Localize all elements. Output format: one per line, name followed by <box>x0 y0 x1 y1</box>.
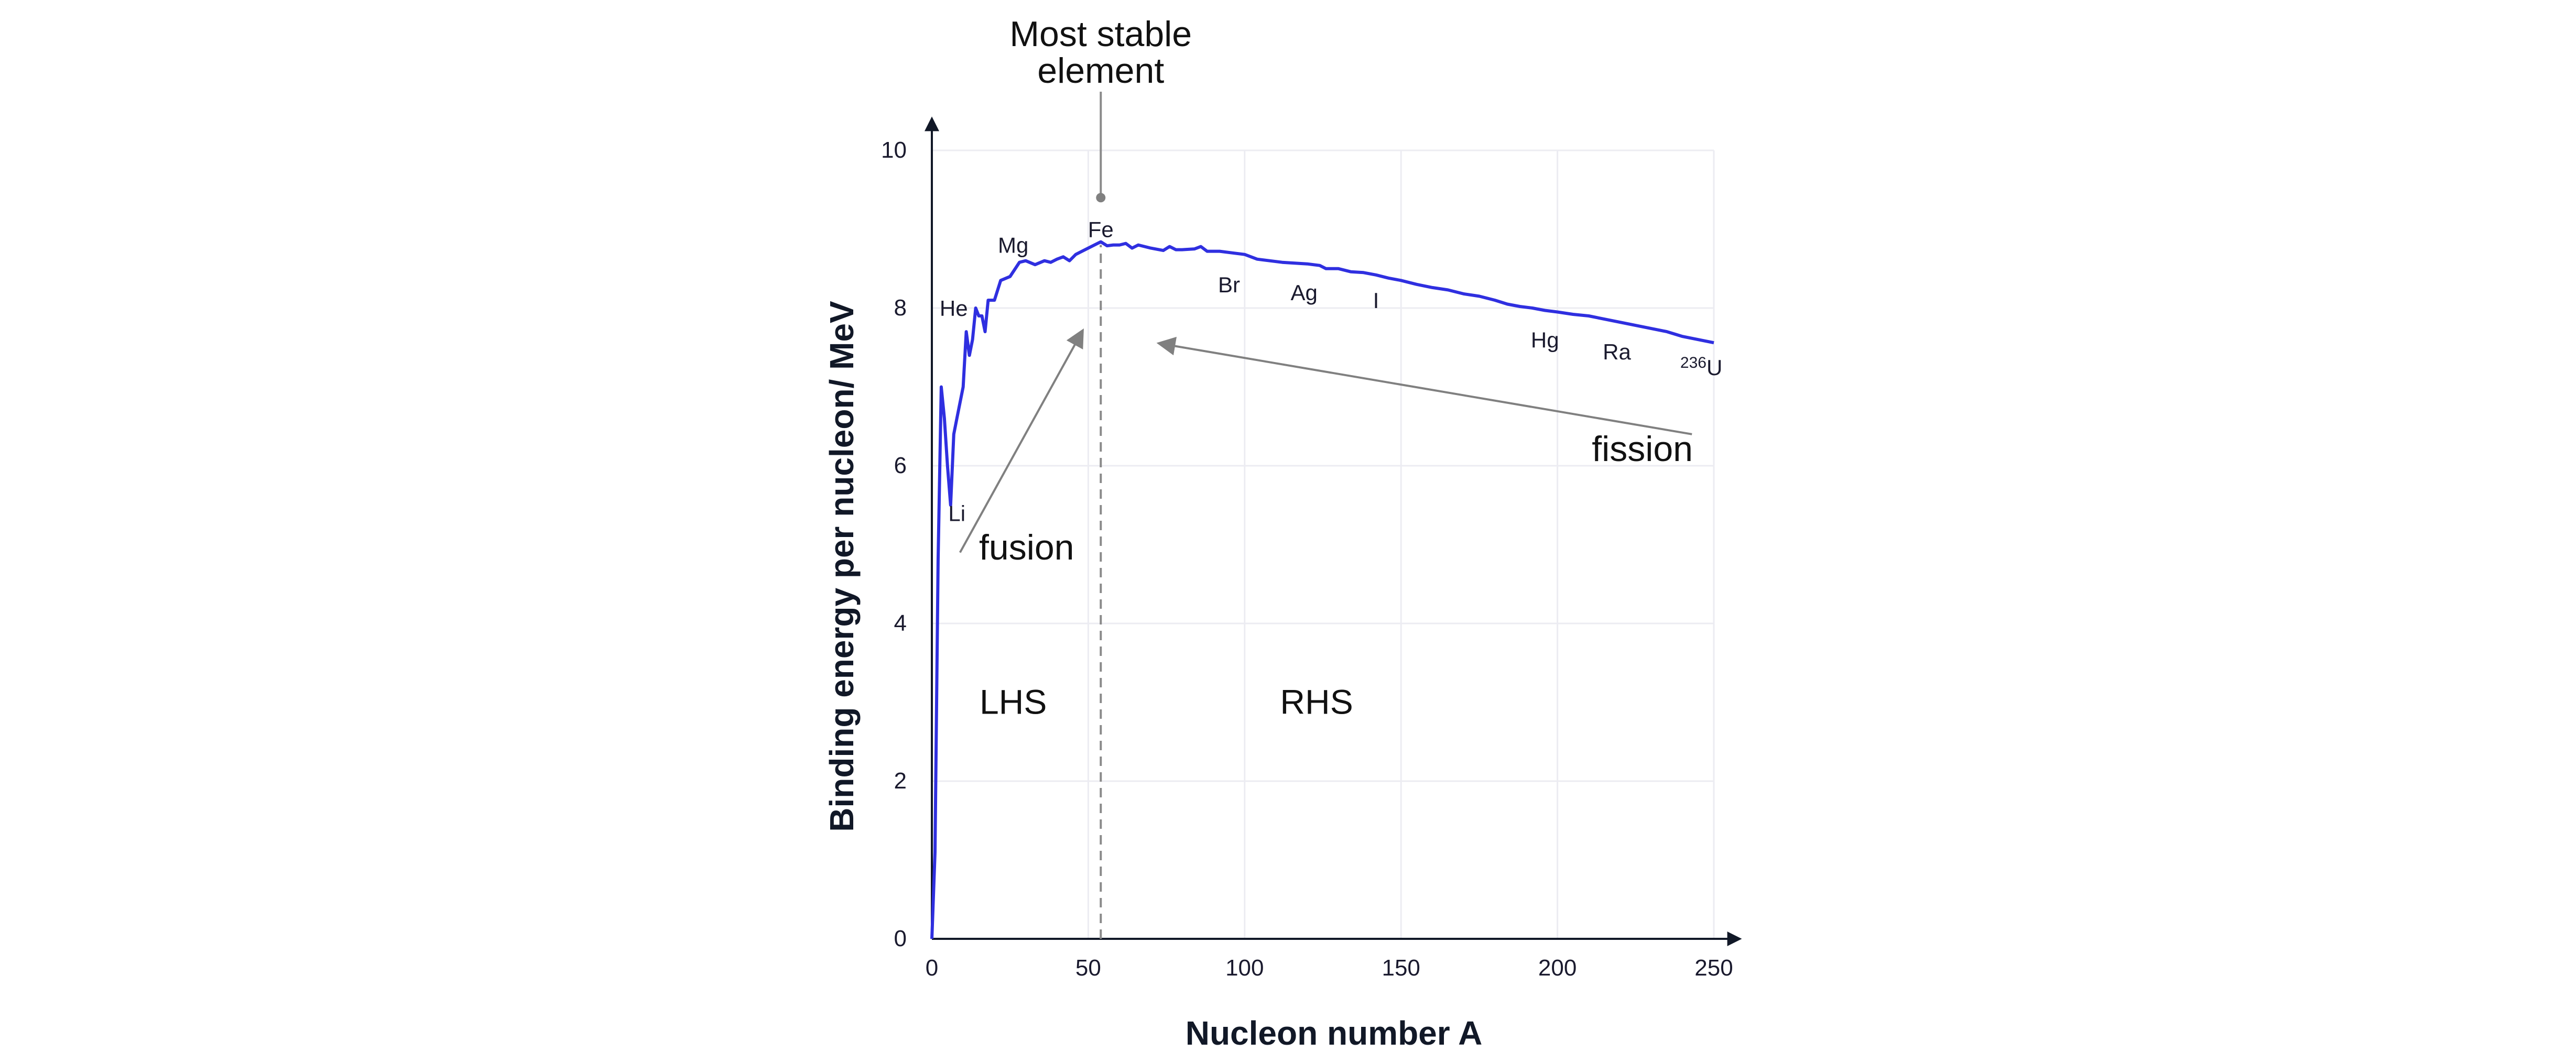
x-tick-label-100: 100 <box>1225 955 1264 981</box>
y-tick-label-8: 8 <box>894 295 907 321</box>
x-axis-title: Nucleon number A <box>1186 1014 1483 1052</box>
region-label-rhs: RHS <box>1280 683 1353 721</box>
y-tick-label-10: 10 <box>881 137 907 163</box>
y-tick-label-0: 0 <box>894 926 907 951</box>
fusion-label: fusion <box>979 528 1074 567</box>
region-label-lhs: LHS <box>980 683 1047 721</box>
fusion-arrow <box>959 328 1084 553</box>
element-label-br: Br <box>1218 272 1240 297</box>
element-labels: He Li Mg Fe Br Ag I Hg Ra 236U <box>940 217 1722 526</box>
element-label-li: Li <box>948 501 965 525</box>
x-tick-label-250: 250 <box>1694 955 1733 981</box>
most-stable-point <box>1096 193 1106 203</box>
x-tick-label-200: 200 <box>1538 955 1577 981</box>
tick-labels: 0 50 100 150 200 250 0 2 4 6 8 10 <box>881 137 1733 981</box>
y-tick-label-2: 2 <box>894 768 907 794</box>
element-label-i: I <box>1373 288 1379 313</box>
most-stable-label-line1: Most stable <box>1009 14 1192 54</box>
y-axis-title: Binding energy per nucleon/ MeV <box>823 301 861 832</box>
most-stable-label-line2: element <box>1037 51 1164 91</box>
element-label-fe: Fe <box>1088 217 1114 242</box>
element-label-hg: Hg <box>1531 327 1559 352</box>
u236-symbol: U <box>1707 355 1722 380</box>
axes <box>925 116 1742 946</box>
fission-arrow <box>1156 336 1692 435</box>
u236-mass-number: 236 <box>1680 354 1707 371</box>
x-tick-label-50: 50 <box>1075 955 1101 981</box>
binding-energy-curve <box>930 240 1714 939</box>
element-label-u236: 236U <box>1680 354 1722 380</box>
x-tick-label-150: 150 <box>1382 955 1420 981</box>
element-label-ag: Ag <box>1291 280 1318 305</box>
element-label-mg: Mg <box>998 233 1028 258</box>
fission-label: fission <box>1592 429 1693 469</box>
y-tick-label-6: 6 <box>894 453 907 478</box>
element-label-he: He <box>940 296 968 321</box>
y-tick-label-4: 4 <box>894 610 907 636</box>
element-label-ra: Ra <box>1603 339 1631 364</box>
grid-lines <box>932 149 1715 939</box>
x-tick-label-0: 0 <box>926 955 938 981</box>
